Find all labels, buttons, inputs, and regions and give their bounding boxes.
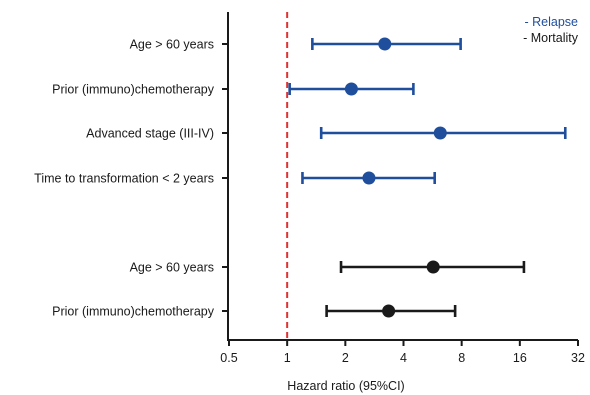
x-tick-label: 1 <box>284 351 291 365</box>
x-tick-label: 4 <box>400 351 407 365</box>
x-tick-label: 8 <box>458 351 465 365</box>
hazard-ratio-point <box>362 171 376 185</box>
hazard-ratio-point <box>382 304 396 318</box>
data-marks <box>288 37 567 318</box>
x-tick-label: 32 <box>571 351 585 365</box>
legend-entry: - Mortality <box>523 31 579 45</box>
legend: - Relapse - Mortality <box>523 15 579 45</box>
x-tick-label: 2 <box>342 351 349 365</box>
row-label: Age > 60 years <box>130 261 214 275</box>
row-labels: Age > 60 years Prior (immuno)chemotherapy… <box>34 38 215 319</box>
x-tick-label: 16 <box>513 351 527 365</box>
plot-axes <box>222 12 579 346</box>
row-label: Age > 60 years <box>130 38 214 52</box>
hazard-ratio-point <box>344 82 358 96</box>
x-tick-label: 0.5 <box>220 351 237 365</box>
x-tick-labels: 0.5 1 2 4 8 16 32 <box>220 351 585 365</box>
row-label: Prior (immuno)chemotherapy <box>52 83 215 97</box>
hazard-ratio-point <box>426 260 440 274</box>
hazard-ratio-point <box>433 126 447 140</box>
legend-entry: - Relapse <box>525 15 579 29</box>
x-axis-label: Hazard ratio (95%CI) <box>287 379 404 393</box>
row-label: Advanced stage (III-IV) <box>86 127 214 141</box>
hazard-ratio-point <box>378 37 392 51</box>
row-label: Time to transformation < 2 years <box>34 172 214 186</box>
row-label: Prior (immuno)chemotherapy <box>52 305 215 319</box>
